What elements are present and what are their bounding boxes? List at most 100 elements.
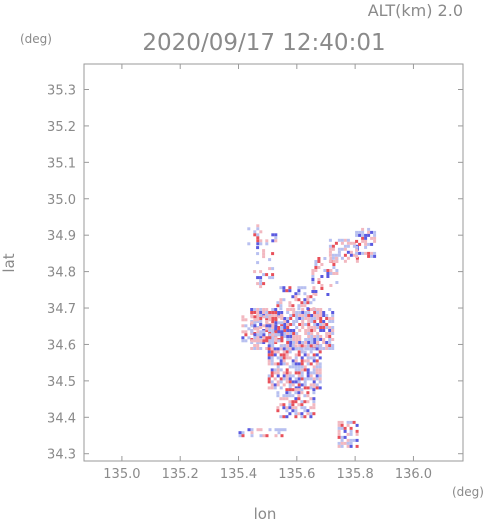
echo-cell (253, 339, 257, 343)
echo-cell (352, 438, 356, 442)
echo-cell (331, 317, 335, 320)
echo-cell (297, 362, 301, 366)
echo-cell (313, 338, 317, 341)
echo-cell (337, 238, 341, 242)
echo-cell (318, 380, 322, 384)
echo-cell (361, 251, 365, 255)
echo-cell (314, 260, 318, 263)
echo-cell (313, 326, 317, 329)
echo-cell (318, 362, 322, 366)
echo-cell (280, 434, 284, 438)
echo-cell (280, 339, 284, 343)
echo-cell (361, 233, 365, 237)
echo-cell (306, 353, 310, 357)
echo-cell (332, 260, 336, 263)
echo-cell (328, 238, 332, 242)
echo-cell (289, 308, 293, 311)
echo-cell (312, 286, 316, 290)
echo-cell (315, 368, 319, 372)
echo-cell (265, 242, 269, 246)
echo-cell (325, 341, 329, 344)
echo-cell (270, 350, 274, 354)
echo-cell (300, 371, 304, 375)
echo-cell (306, 400, 310, 404)
echo-cell (370, 242, 374, 246)
echo-cell (303, 386, 307, 390)
echo-cell (331, 326, 335, 329)
echo-cell (274, 311, 278, 314)
echo-cell (304, 329, 308, 332)
echo-cell (306, 368, 310, 372)
echo-cell (303, 353, 307, 357)
echo-cell (282, 415, 286, 419)
echo-cell (253, 336, 257, 340)
echo-cell (274, 239, 278, 243)
echo-cell (256, 242, 260, 246)
echo-cell (300, 406, 304, 410)
echo-cell (328, 329, 332, 332)
echo-cell (364, 242, 368, 246)
echo-cell (313, 317, 317, 320)
echo-cell (292, 341, 296, 344)
echo-cell (274, 434, 278, 438)
echo-cell (262, 339, 266, 343)
echo-cell (285, 350, 289, 354)
echo-cell (285, 368, 289, 372)
echo-cell (313, 329, 317, 332)
echo-cell (250, 332, 254, 335)
echo-cell (268, 339, 272, 343)
echo-cell (279, 307, 283, 311)
echo-cell (279, 344, 283, 348)
echo-cell (307, 329, 311, 332)
echo-cell (286, 329, 290, 332)
echo-cell (265, 308, 269, 311)
echo-cell (322, 341, 326, 344)
echo-cell (283, 332, 287, 335)
echo-cell (291, 347, 295, 351)
echo-cell (337, 426, 341, 430)
echo-cell (256, 347, 260, 350)
echo-cell (270, 371, 274, 375)
echo-cell (317, 281, 321, 284)
echo-cell (265, 273, 269, 277)
echo-cell (319, 323, 323, 326)
echo-cell (306, 344, 310, 348)
echo-cell (320, 275, 324, 278)
echo-cell (307, 320, 311, 323)
echo-cell (337, 441, 341, 445)
echo-cell (313, 323, 317, 326)
echo-cell (349, 241, 353, 245)
echo-cell (285, 380, 289, 384)
echo-cell (300, 344, 304, 348)
echo-cell (274, 333, 278, 337)
echo-cell (297, 388, 301, 392)
echo-cell (355, 239, 359, 243)
echo-cell (262, 308, 266, 311)
echo-cell (306, 409, 310, 413)
echo-cell (358, 230, 362, 234)
echo-cell (319, 326, 323, 329)
echo-cell (253, 347, 257, 350)
echo-cell (306, 391, 310, 395)
echo-cell (304, 332, 308, 335)
echo-cell (244, 339, 248, 343)
echo-cell (307, 332, 311, 335)
echo-cell (238, 434, 242, 438)
echo-cell (268, 318, 272, 322)
echo-cell (294, 356, 298, 360)
echo-cell (292, 323, 296, 326)
echo-cell (265, 315, 269, 319)
echo-cell (307, 338, 311, 341)
echo-cell (312, 406, 316, 410)
echo-cell (319, 314, 323, 317)
echo-cell (265, 317, 269, 320)
echo-cell (317, 278, 321, 281)
echo-cell (316, 308, 320, 311)
echo-cell (253, 318, 257, 322)
echo-cell (282, 371, 286, 375)
echo-cell (312, 380, 316, 384)
echo-cell (311, 281, 315, 284)
echo-cell (307, 323, 311, 326)
y-axis-label: lat (0, 253, 18, 272)
echo-cell (256, 311, 260, 314)
